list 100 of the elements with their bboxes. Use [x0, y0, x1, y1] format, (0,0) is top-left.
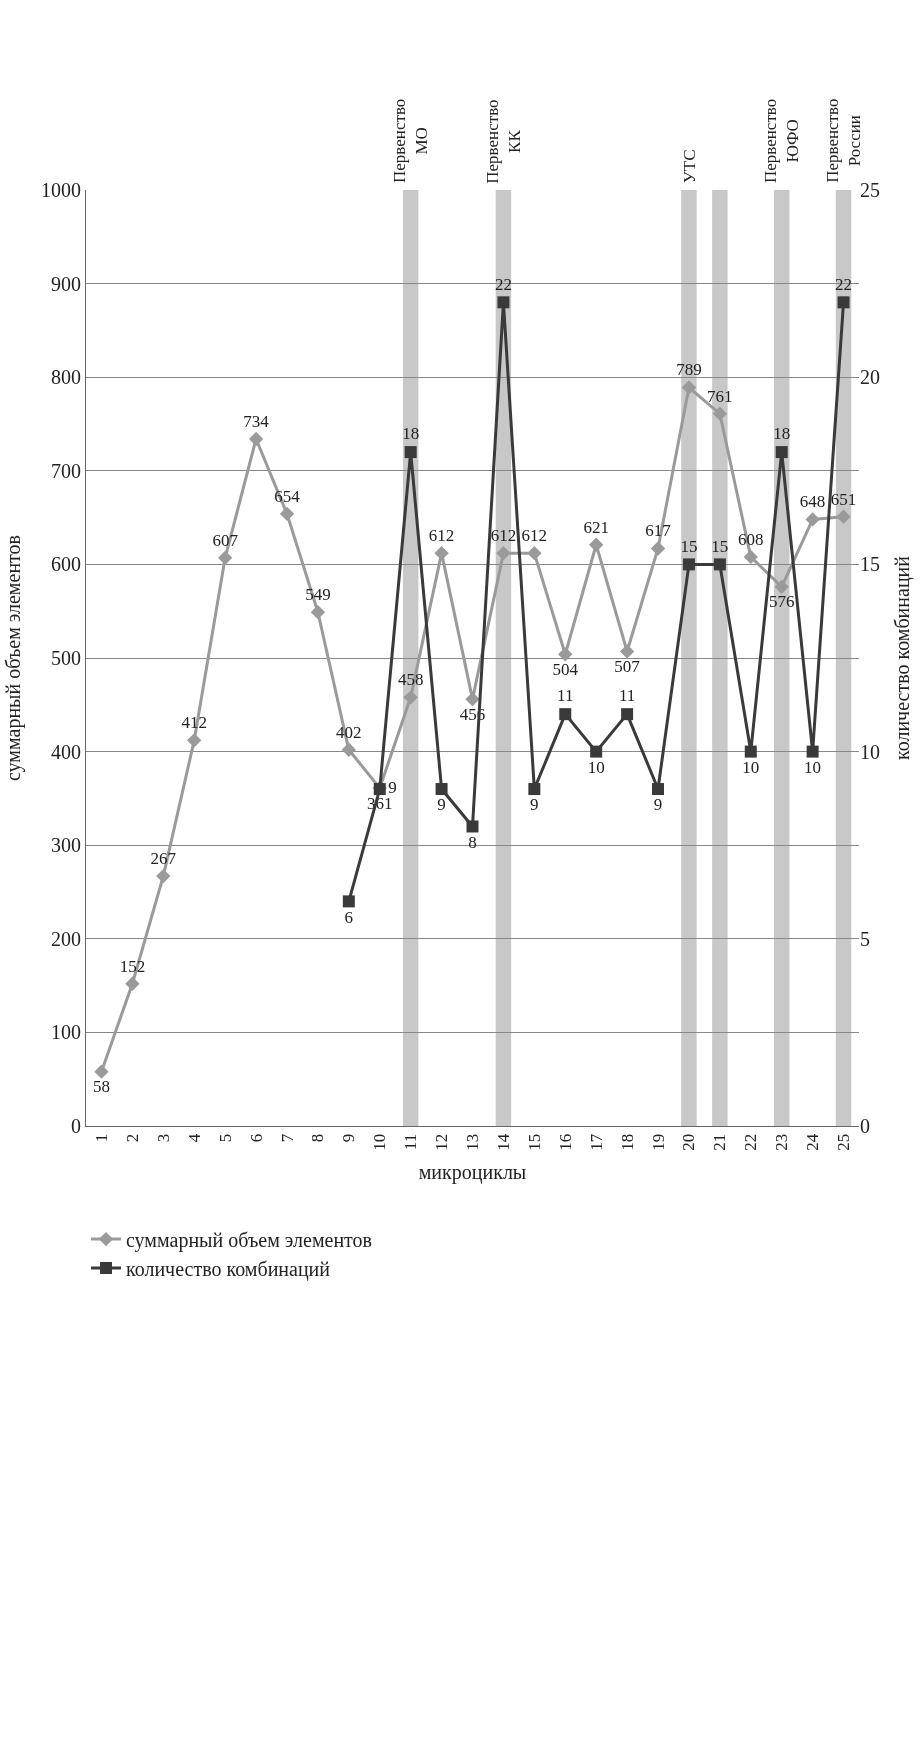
point — [619, 644, 635, 659]
x-tick-label: 24 — [803, 1133, 823, 1151]
y2-tick-label: 0 — [860, 1115, 870, 1137]
x-tick-label: 17 — [586, 1133, 606, 1151]
data-label: 607 — [212, 530, 239, 550]
data-label: 458 — [397, 670, 424, 690]
y-tick-label: 200 — [51, 927, 81, 950]
x-axis-title: микроциклы — [418, 1161, 527, 1185]
x-tick-label: 15 — [524, 1133, 544, 1151]
data-label: 9 — [437, 795, 446, 815]
data-label: 58 — [92, 1077, 110, 1097]
data-label: 18 — [402, 424, 420, 444]
data-label: 789 — [676, 360, 702, 380]
data-label: 15 — [680, 536, 698, 556]
data-label: 10 — [587, 757, 605, 777]
data-label: 22 — [494, 274, 512, 294]
y2-tick-label: 10 — [860, 740, 880, 763]
data-label: 10 — [742, 757, 760, 777]
x-tick-label: 4 — [184, 1133, 204, 1143]
legend-label: количество комбинаций — [126, 1257, 331, 1281]
point — [650, 541, 666, 556]
y-tick-label: 300 — [51, 834, 81, 857]
y-axis-title: суммарный объем элементов — [1, 534, 25, 782]
data-label: 612 — [490, 526, 517, 546]
y-tick-label: 1000 — [41, 179, 81, 201]
x-tick-label: 2 — [122, 1133, 142, 1143]
data-label: 267 — [150, 848, 177, 868]
data-label: 22 — [835, 274, 853, 294]
point — [497, 296, 510, 309]
point — [217, 550, 233, 565]
data-label: 617 — [645, 521, 672, 541]
data-label: 576 — [768, 592, 795, 612]
data-label: 9 — [388, 778, 397, 798]
point — [496, 546, 511, 561]
y-tick-label: 100 — [51, 1021, 81, 1044]
legend-label: суммарный объем элементов — [126, 1228, 373, 1252]
x-tick-label: 23 — [772, 1133, 792, 1151]
band-label: Первенство ЮФО — [761, 98, 803, 184]
data-label: 549 — [305, 585, 331, 605]
x-tick-label: 25 — [834, 1133, 854, 1151]
y-tick-label: 500 — [51, 647, 81, 669]
point — [528, 783, 541, 796]
data-label: 10 — [804, 757, 822, 777]
point — [435, 783, 448, 796]
point — [589, 537, 604, 552]
y-tick-label: 600 — [51, 553, 81, 576]
point — [187, 733, 202, 748]
x-tick-label: 21 — [710, 1133, 730, 1151]
x-tick-label: 3 — [153, 1133, 173, 1143]
x-tick-label: 19 — [648, 1133, 668, 1151]
point — [94, 1064, 109, 1079]
x-tick-label: 1 — [91, 1133, 111, 1143]
data-label: 621 — [583, 517, 609, 537]
data-label: 9 — [530, 795, 539, 815]
data-label: 612 — [521, 526, 548, 546]
x-tick-label: 12 — [432, 1133, 452, 1151]
point — [682, 558, 695, 571]
y2-tick-label: 20 — [860, 366, 880, 389]
point — [712, 406, 728, 421]
band-label: УТС — [679, 149, 699, 184]
point — [590, 745, 603, 758]
x-tick-label: 16 — [555, 1133, 575, 1151]
x-tick-label: 22 — [741, 1133, 761, 1151]
data-label: 18 — [773, 424, 791, 444]
y2-tick-label: 15 — [860, 553, 880, 576]
data-label: 654 — [274, 486, 301, 506]
point — [837, 296, 850, 309]
data-label: 507 — [614, 657, 641, 677]
y-tick-label: 700 — [51, 459, 81, 482]
data-label: 11 — [557, 686, 574, 706]
data-label: 608 — [738, 529, 764, 549]
point — [403, 690, 418, 705]
point — [466, 820, 479, 833]
point — [713, 558, 726, 571]
x-tick-label: 5 — [215, 1133, 235, 1143]
y-tick-label: 400 — [51, 740, 81, 763]
point — [621, 708, 634, 721]
point — [558, 647, 573, 662]
point — [342, 895, 355, 908]
point — [652, 783, 665, 796]
band-label: Первенство КК — [483, 99, 525, 184]
point — [279, 506, 295, 522]
x-tick-label: 14 — [493, 1133, 513, 1151]
point — [805, 512, 820, 527]
point — [404, 446, 417, 459]
y2-tick-label: 5 — [860, 927, 870, 950]
x-tick-label: 18 — [617, 1133, 637, 1151]
point — [744, 745, 757, 758]
x-tick-label: 11 — [401, 1133, 421, 1151]
x-tick-label: 6 — [246, 1133, 266, 1143]
data-label: 761 — [707, 386, 733, 406]
point — [775, 446, 788, 459]
point — [125, 976, 140, 991]
point — [465, 692, 480, 707]
data-label: 9 — [653, 795, 663, 815]
band-label: Первенство МО — [390, 98, 432, 183]
point — [806, 745, 819, 758]
y2-axis-title: количество комбинаций — [890, 555, 914, 761]
data-label: 8 — [468, 832, 477, 852]
data-label: 152 — [119, 956, 146, 976]
